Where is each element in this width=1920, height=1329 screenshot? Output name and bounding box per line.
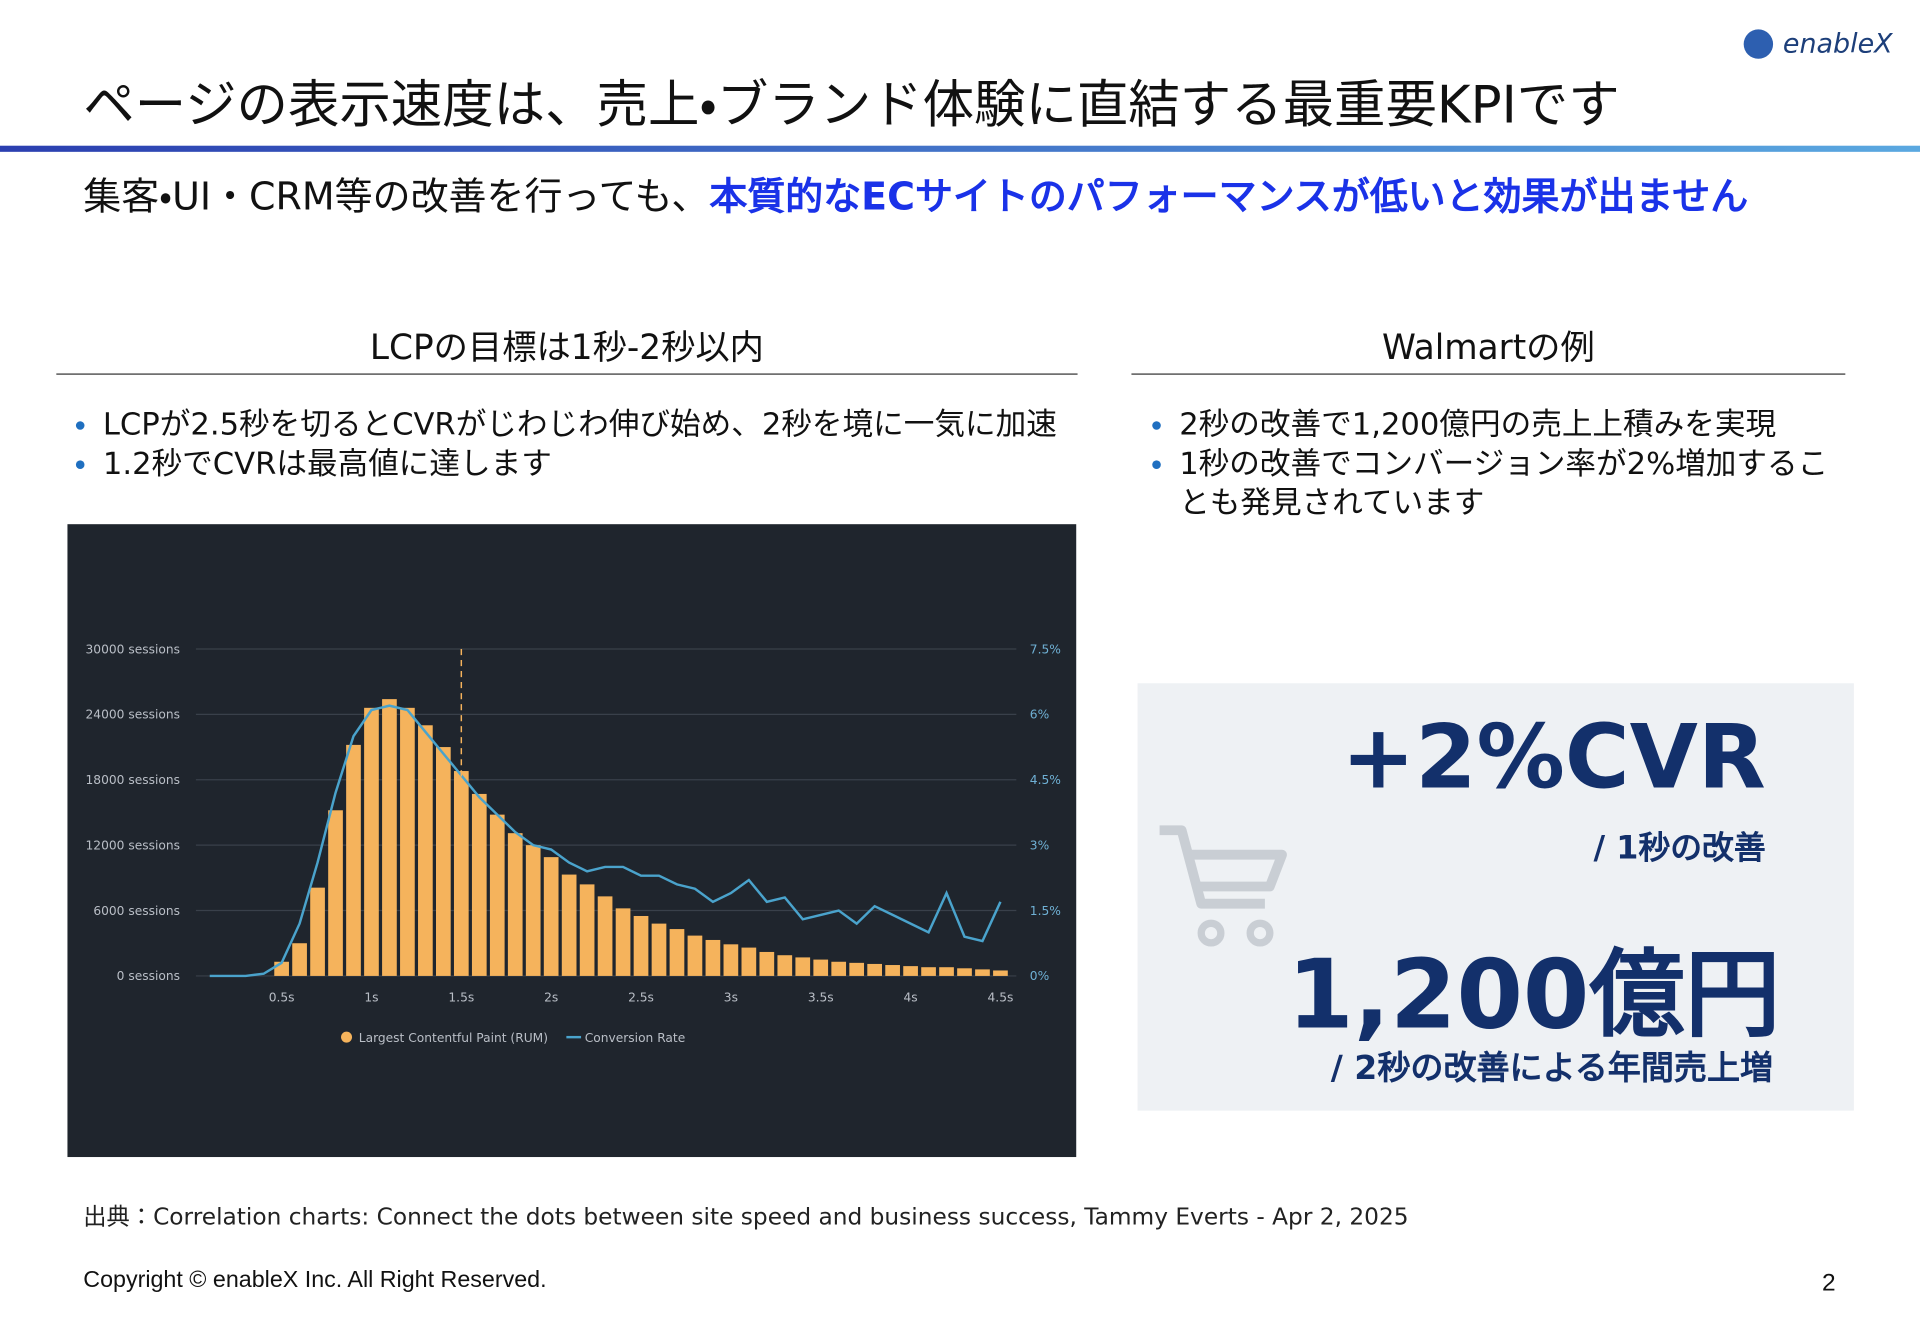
bar [993,970,1008,976]
bar [400,707,415,976]
bullet: LCPが2.5秒を切るとCVRがじわじわ伸び始め、2秒を境に一気に加速 [71,405,1057,444]
bar [561,874,577,976]
right-bullets: 2秒の改善で1,200億円の売上上積みを実現 1秒の改善でコンバージョン率が2%… [1147,405,1845,523]
bar [633,915,649,976]
x-tick-label: 4.5s [988,991,1014,1005]
subtitle: 集客・UI・CRM等の改善を行っても、本質的なECサイトのパフォーマンスが低いと… [83,165,1748,220]
x-tick-label: 0.5s [269,991,295,1005]
bar [741,947,757,976]
chart: 0 sessions 6000 sessions 12000 sessions 180… [67,524,1077,1158]
bar [669,929,685,976]
x-tick-label: 2.5s [628,991,654,1005]
legend-swatch [341,1031,353,1043]
bar [885,965,900,976]
bar [597,896,613,976]
y-tick-label: 24000 sessions [86,708,180,722]
bar [687,935,703,976]
bar [507,833,523,976]
bar [777,955,793,976]
x-tick-label: 2s [544,991,558,1005]
title: ページの表示速度は、売上・ブランド体験に直結する最重要KPIです [83,74,1620,135]
right-heading: Walmartの例 [1381,326,1595,368]
copyright: Copyright © enableX Inc. All Right Reser… [83,1267,547,1294]
bar [849,962,865,976]
bar [292,943,307,976]
legend-label: Largest Contentful Paint (RUM) [359,1031,548,1045]
stat-sales-note: / 2秒の改善による年間売上増 [1330,1049,1774,1088]
rule [56,373,1078,375]
title-rule [0,145,1920,152]
subtitle-emphasis: 本質的なECサイトのパフォーマンスが低いと効果が出ません [709,175,1749,220]
bar [418,725,433,976]
logo: enableX [1782,29,1893,61]
bar [346,744,361,976]
bar [957,968,972,976]
logo-badge [1743,29,1774,59]
bar [615,908,631,976]
bar [975,969,990,976]
x-tick-label: 1.5s [448,991,474,1005]
y-tick-label: 12000 sessions [86,838,180,852]
bar [831,961,847,976]
bar [723,944,739,976]
x-tick-label: 1s [364,991,378,1005]
rule [1131,373,1846,375]
y2-tick-label: 6% [1030,708,1049,722]
x-tick-label: 4s [904,991,918,1005]
source: 出典：Correlation charts: Connect the dots … [83,1203,1409,1231]
y-tick-label: 30000 sessions [86,642,180,656]
subtitle-text: 集客・UI・CRM等の改善を行っても、 [83,175,710,220]
bar [813,959,829,976]
bar [705,939,721,976]
bar [489,814,505,976]
chart-background [67,524,1077,1158]
legend-label: Conversion Rate [585,1031,686,1045]
bar [382,699,397,976]
x-tick-label: 3.5s [808,991,834,1005]
bar [436,747,451,976]
y2-tick-label: 0% [1030,969,1049,983]
stat-panel: +2%CVR / 1秒の改善 1,200億円 / 2秒の改善による年間売上増 [1137,683,1854,1111]
left-bullets: LCPが2.5秒を切るとCVRがじわじわ伸び始め、2秒を境に一気に加速 1.2秒… [71,405,1057,483]
bar [328,810,343,976]
x-tick-label: 3s [724,991,738,1005]
y-tick-label: 6000 sessions [93,904,180,918]
stat-cvr-note: / 1秒の改善 [1593,830,1766,867]
y2-tick-label: 4.5% [1030,773,1061,787]
cart-icon [1159,825,1287,947]
bullet: 2秒の改善で1,200億円の売上上積みを実現 [1147,405,1845,444]
y2-tick-label: 7.5% [1030,642,1061,656]
y2-tick-label: 1.5% [1030,904,1061,918]
bullet: 1.2秒でCVRは最高値に達します [71,444,1057,483]
left-heading: LCPの目標は1秒-2秒以内 [369,326,764,368]
bar [759,951,775,976]
bar [471,793,487,976]
bar [939,967,954,976]
line [209,704,1002,978]
y-tick-label: 0 sessions [117,969,180,983]
bar [651,923,667,976]
bar [921,967,936,976]
stat-cvr: +2%CVR [1341,705,1766,809]
page-number: 2 [1822,1269,1836,1297]
bar [903,966,918,976]
y2-tick-label: 3% [1030,838,1049,852]
bar [867,963,882,976]
bar [795,957,811,976]
bar [525,845,541,976]
bar [364,707,379,976]
bar [543,857,559,976]
bar [310,887,325,976]
y-tick-label: 18000 sessions [86,773,180,787]
stat-sales: 1,200億円 [1287,940,1781,1051]
bullet: 1秒の改善でコンバージョン率が2%増加することも発見されています [1147,444,1845,522]
bar [579,884,595,976]
